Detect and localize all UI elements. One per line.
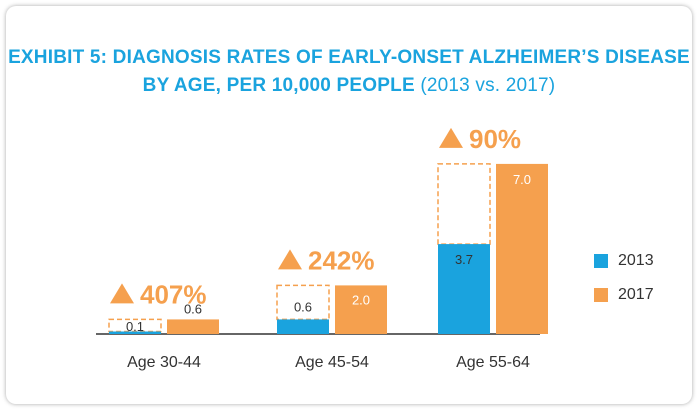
chart-title: EXHIBIT 5: DIAGNOSIS RATES OF EARLY-ONSE… — [6, 44, 692, 100]
increase-outline-3 — [437, 163, 491, 245]
chart-title-line2-bold: BY AGE, PER 10,000 PEOPLE — [142, 75, 415, 96]
value-label-2013-2: 0.6 — [294, 299, 312, 314]
increase-label-3: 90% — [469, 124, 521, 154]
bar-2013-3 — [438, 244, 490, 334]
value-label-2017-2: 2.0 — [352, 292, 370, 307]
value-label-2017-3: 7.0 — [513, 172, 531, 187]
increase-triangle-1 — [110, 283, 134, 304]
legend-label-2013: 2013 — [618, 252, 654, 269]
chart-card: EXHIBIT 5: DIAGNOSIS RATES OF EARLY-ONSE… — [6, 6, 692, 404]
value-label-2013-1: 0.1 — [126, 319, 144, 334]
legend-item-2017: 2017 — [594, 286, 654, 304]
increase-outline-2 — [276, 284, 330, 321]
chart-title-line2-years: (2013 vs. 2017) — [420, 75, 556, 96]
bar-2017-2 — [335, 285, 387, 334]
chart-title-line1: EXHIBIT 5: DIAGNOSIS RATES OF EARLY-ONSE… — [8, 47, 690, 68]
value-label-2013-3: 3.7 — [455, 252, 473, 267]
category-label-1: Age 30-44 — [127, 354, 201, 371]
bar-2017-1 — [167, 319, 219, 334]
increase-label-2: 242% — [308, 245, 375, 275]
increase-triangle-3 — [439, 127, 463, 148]
category-label-2: Age 45-54 — [295, 354, 369, 371]
legend-swatch-2013 — [594, 254, 608, 268]
category-label-3: Age 55-64 — [456, 354, 530, 371]
bar-2013-2 — [277, 319, 329, 334]
legend-label-2017: 2017 — [618, 286, 654, 303]
chart-legend: 2013 2017 — [594, 252, 654, 320]
bar-2013-1 — [109, 331, 161, 334]
increase-triangle-2 — [278, 249, 302, 270]
chart-title-line2: BY AGE, PER 10,000 PEOPLE (2013 vs. 2017… — [6, 72, 692, 100]
bar-2017-3 — [496, 163, 548, 334]
legend-item-2013: 2013 — [594, 252, 654, 270]
legend-swatch-2017 — [594, 288, 608, 302]
value-label-2017-1: 0.6 — [184, 301, 202, 316]
increase-label-1: 407% — [140, 279, 207, 309]
